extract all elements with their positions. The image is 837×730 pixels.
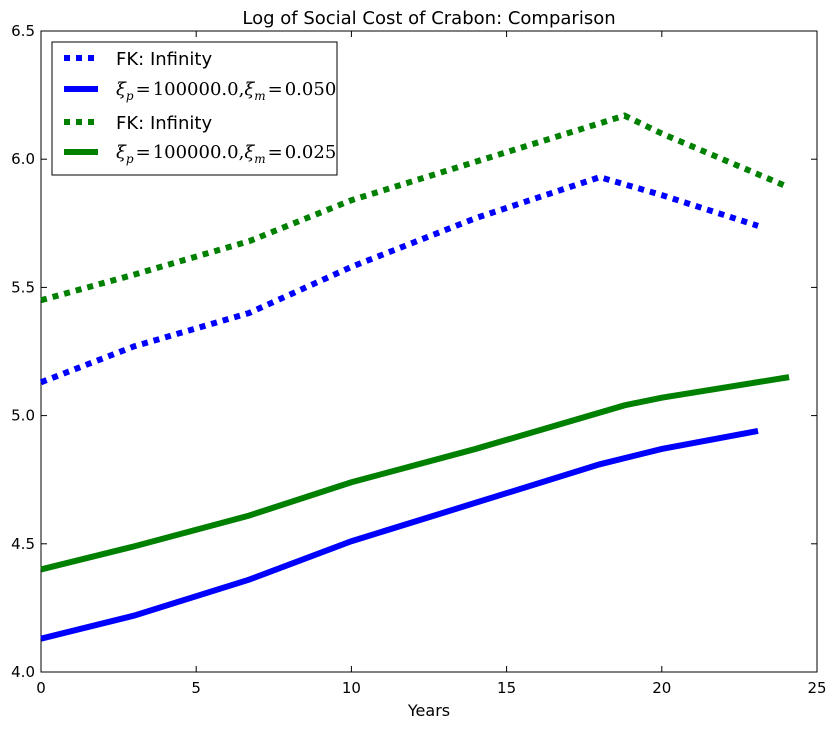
xi-symbol: ξ <box>116 142 127 163</box>
xi-m-value: 0.050 <box>285 79 337 100</box>
equals-sign: = <box>136 79 151 100</box>
y-tick-label: 4.5 <box>11 535 35 553</box>
y-tick-label: 5.0 <box>11 407 35 425</box>
legend-label-1: FK: Infinity <box>116 49 212 70</box>
y-tick-label: 6.5 <box>11 22 35 40</box>
subscript-p: p <box>126 152 134 166</box>
legend-label-4: ξp = 100000.0,ξm = 0.025 <box>116 142 336 166</box>
legend-label-3: FK: Infinity <box>116 113 212 134</box>
series-line-2 <box>40 428 759 642</box>
series-line-4 <box>40 374 790 573</box>
subscript-m: m <box>254 89 265 103</box>
legend: FK: Infinity ξp = 100000.0,ξm = 0.050 FK: In… <box>51 41 338 176</box>
x-tick-label: 25 <box>807 679 826 697</box>
series-layer <box>39 112 791 642</box>
x-tick-label: 20 <box>652 679 671 697</box>
equals-sign-2: = <box>268 79 283 100</box>
xi-m-value: 0.025 <box>285 142 337 163</box>
y-tick-label: 4.0 <box>11 663 35 681</box>
legend-frame <box>51 41 338 176</box>
x-tick-label: 10 <box>342 679 361 697</box>
equals-sign-2: = <box>268 142 283 163</box>
xi-symbol-2: ξ <box>244 79 255 100</box>
y-tick-label: 5.5 <box>11 278 35 296</box>
series-line-1 <box>39 174 759 386</box>
x-tick-label: 15 <box>497 679 516 697</box>
comma: , <box>239 142 245 163</box>
comma: , <box>239 79 245 100</box>
chart-title: Log of Social Cost of Crabon: Comparison <box>242 8 615 29</box>
xi-p-value: 100000.0 <box>153 79 239 100</box>
subscript-p: p <box>126 89 134 103</box>
xi-p-value: 100000.0 <box>153 142 239 163</box>
xi-symbol: ξ <box>116 79 127 100</box>
x-axis-label: Years <box>407 701 450 720</box>
x-tick-label: 5 <box>191 679 201 697</box>
xi-symbol-2: ξ <box>244 142 255 163</box>
ticks-layer: 0 5 10 15 20 25 4.0 4.5 5.0 5.5 6.0 6.5 <box>11 22 826 697</box>
y-tick-label: 6.0 <box>11 150 35 168</box>
legend-label-2: ξp = 100000.0,ξm = 0.050 <box>116 79 336 103</box>
equals-sign: = <box>136 142 151 163</box>
subscript-m: m <box>254 152 265 166</box>
x-tick-label: 0 <box>36 679 46 697</box>
